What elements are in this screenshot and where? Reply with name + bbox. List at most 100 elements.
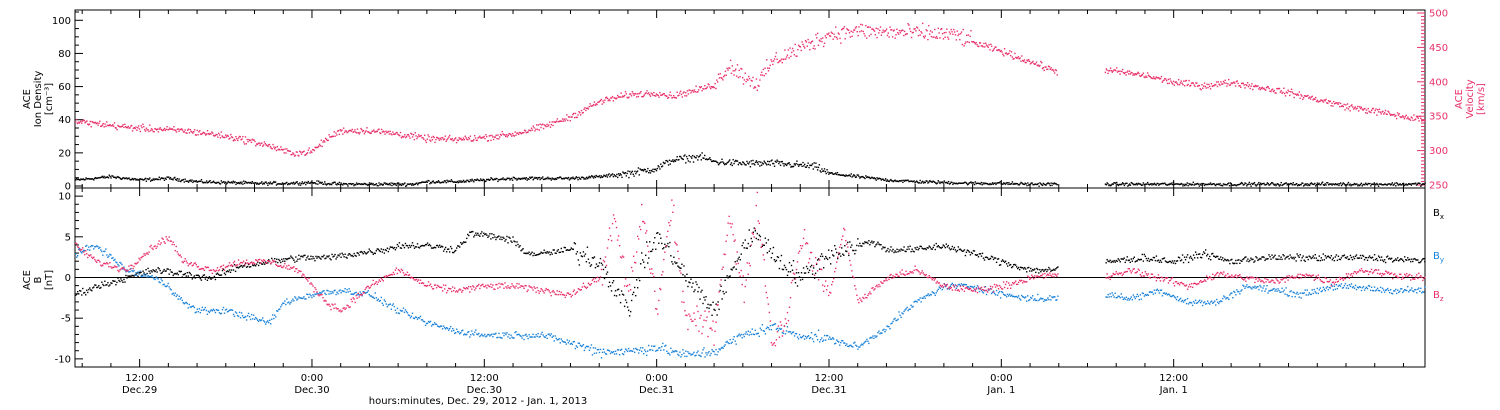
ion-density-point: [726, 162, 728, 164]
bx-point: [540, 251, 542, 253]
bx-point: [352, 255, 354, 258]
bx-point: [503, 237, 505, 240]
bx-point: [1164, 260, 1167, 262]
by-point: [327, 290, 329, 292]
velocity-point: [1200, 88, 1202, 91]
ion-density-point: [410, 183, 412, 185]
velocity-point: [624, 91, 627, 93]
by-point: [480, 334, 482, 337]
velocity-point: [996, 49, 998, 51]
bx-point: [623, 305, 626, 308]
bx-point: [469, 231, 471, 233]
bx-point: [644, 266, 646, 269]
ion-density-point: [187, 181, 190, 183]
bx-point: [715, 303, 717, 305]
bx-point: [636, 287, 639, 289]
ion-density-point: [274, 181, 276, 184]
by-point: [295, 297, 297, 299]
ion-density-point: [512, 176, 515, 178]
ion-density-point: [972, 181, 974, 184]
velocity-point: [293, 153, 295, 155]
velocity-point: [1340, 105, 1343, 108]
velocity-point: [1177, 79, 1180, 81]
velocity-point: [843, 26, 846, 28]
ion-density-point: [198, 180, 200, 183]
velocity-point: [402, 136, 404, 138]
by-point: [393, 305, 396, 308]
velocity-point: [163, 127, 166, 130]
velocity-point: [728, 67, 730, 69]
velocity-point: [1401, 116, 1403, 118]
by-point: [349, 290, 351, 293]
ion-density-point: [110, 177, 112, 179]
by-point: [154, 278, 156, 281]
ion-density-point: [206, 182, 209, 184]
ion-density-point: [1227, 183, 1229, 185]
velocity-point: [439, 137, 441, 139]
ion-density-point: [355, 182, 358, 184]
bx-point: [1188, 257, 1191, 259]
velocity-point: [743, 79, 746, 81]
velocity-point: [287, 150, 290, 152]
velocity-point: [959, 32, 962, 35]
velocity-point: [490, 139, 492, 142]
velocity-point: [171, 128, 173, 130]
by-point: [538, 336, 540, 338]
velocity-point: [94, 121, 97, 124]
bx-point: [640, 252, 643, 254]
ion-density-point: [894, 179, 896, 181]
bx-point: [747, 242, 749, 245]
ion-density-point: [778, 162, 780, 165]
ion-density-point: [800, 163, 802, 166]
bx-point: [643, 261, 645, 263]
velocity-point: [645, 92, 647, 94]
velocity-point: [667, 96, 670, 99]
velocity-point: [756, 89, 759, 92]
velocity-point: [340, 130, 342, 132]
velocity-point: [1305, 95, 1307, 98]
ion-density-point: [1120, 184, 1122, 186]
bx-point: [1183, 256, 1186, 258]
ion-density-point: [672, 159, 674, 161]
ion-density-point: [905, 179, 908, 182]
bx-point: [735, 268, 737, 270]
velocity-point: [583, 108, 585, 110]
by-point: [379, 299, 382, 302]
velocity-point: [617, 96, 620, 98]
velocity-point: [823, 42, 826, 44]
velocity-point: [499, 133, 502, 136]
velocity-point: [1020, 60, 1022, 62]
by-point: [286, 298, 288, 300]
ion-density-point: [928, 180, 931, 182]
velocity-point: [496, 137, 498, 140]
bx-point: [841, 247, 843, 249]
velocity-point: [362, 129, 365, 132]
velocity-point: [528, 129, 530, 131]
ion-density-point: [944, 181, 946, 184]
by-point: [472, 333, 474, 335]
velocity-point: [1286, 92, 1288, 94]
ion-density-point: [293, 181, 295, 184]
ion-density-point: [560, 176, 562, 179]
bx-point: [219, 274, 222, 276]
bx-point: [608, 281, 611, 283]
by-point: [515, 330, 517, 333]
bx-point: [792, 260, 795, 262]
velocity-point: [208, 133, 210, 136]
velocity-point: [364, 131, 366, 133]
by-point: [501, 337, 503, 339]
ion-density-point: [842, 174, 845, 176]
velocity-point: [93, 121, 95, 124]
bx-point: [868, 240, 870, 242]
bx-point: [619, 301, 622, 304]
ion-density-point: [109, 175, 111, 178]
bx-point: [717, 301, 719, 303]
by-point: [271, 318, 273, 320]
bx-point: [607, 285, 610, 288]
bx-point: [1295, 260, 1297, 262]
by-point: [424, 324, 427, 327]
bx-point: [600, 262, 603, 264]
ion-density-point: [530, 176, 533, 179]
ion-density-point: [113, 176, 116, 179]
velocity-point: [433, 136, 435, 139]
